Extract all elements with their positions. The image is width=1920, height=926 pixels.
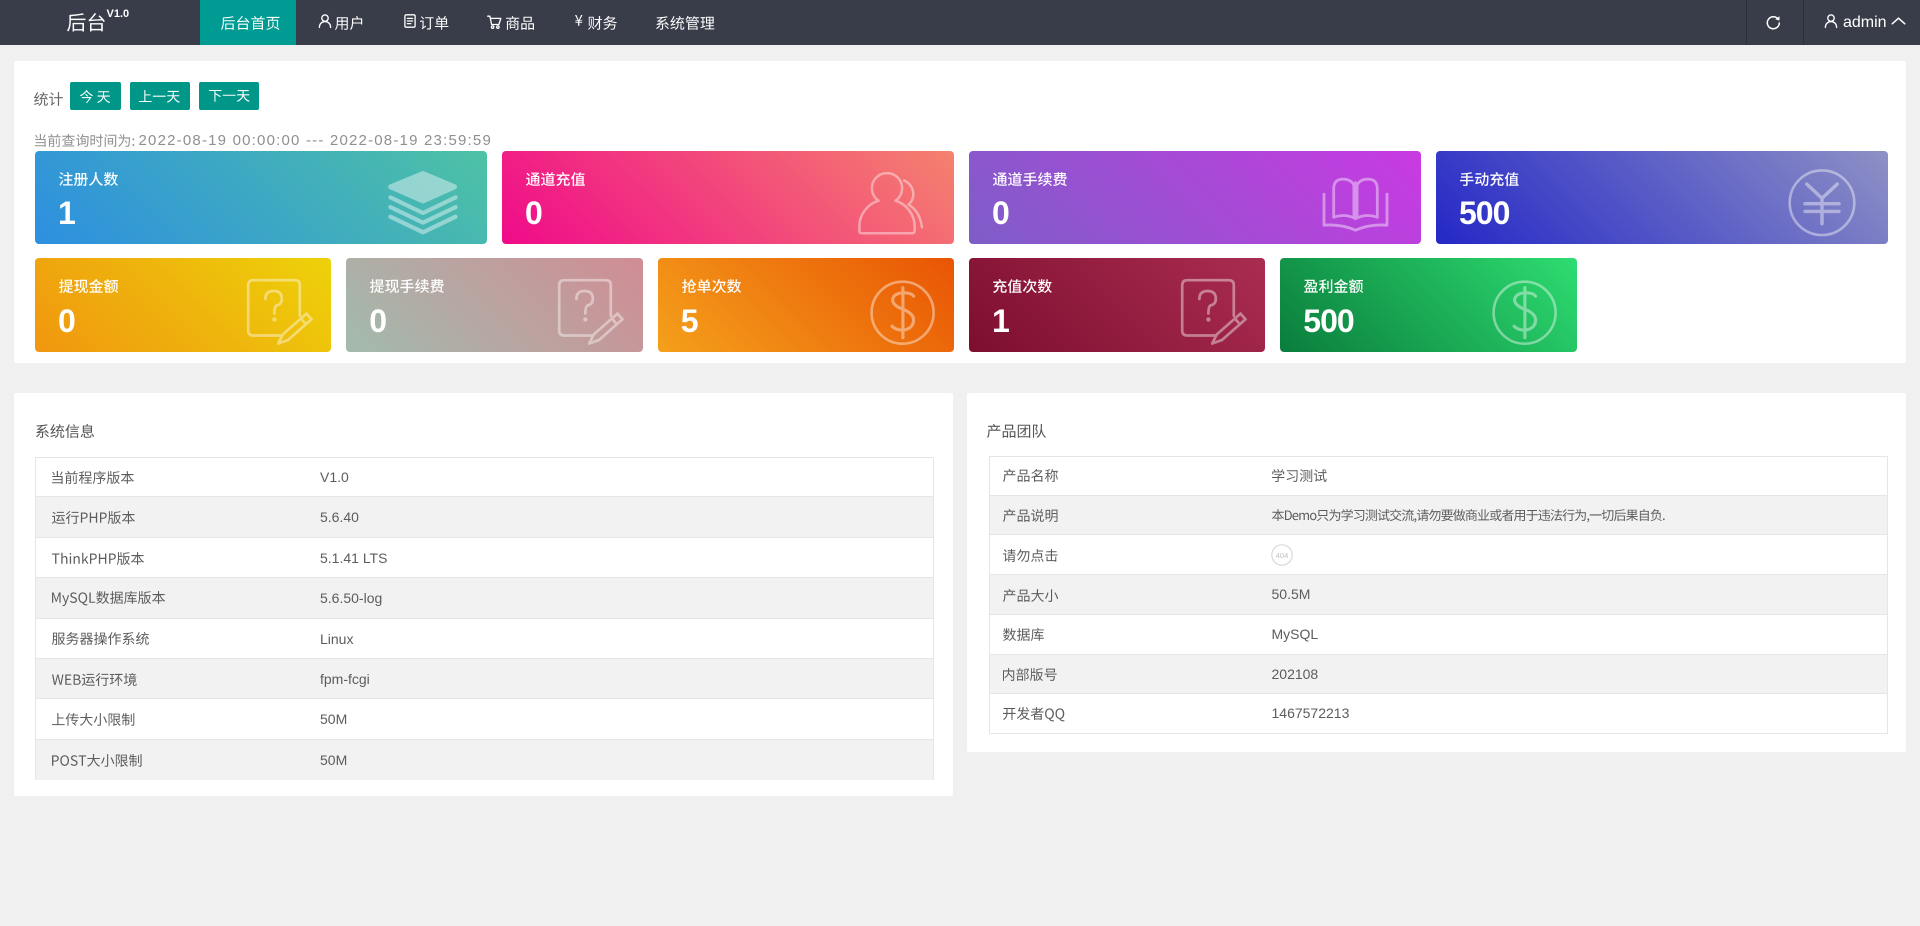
svg-text:404: 404	[1275, 551, 1288, 560]
